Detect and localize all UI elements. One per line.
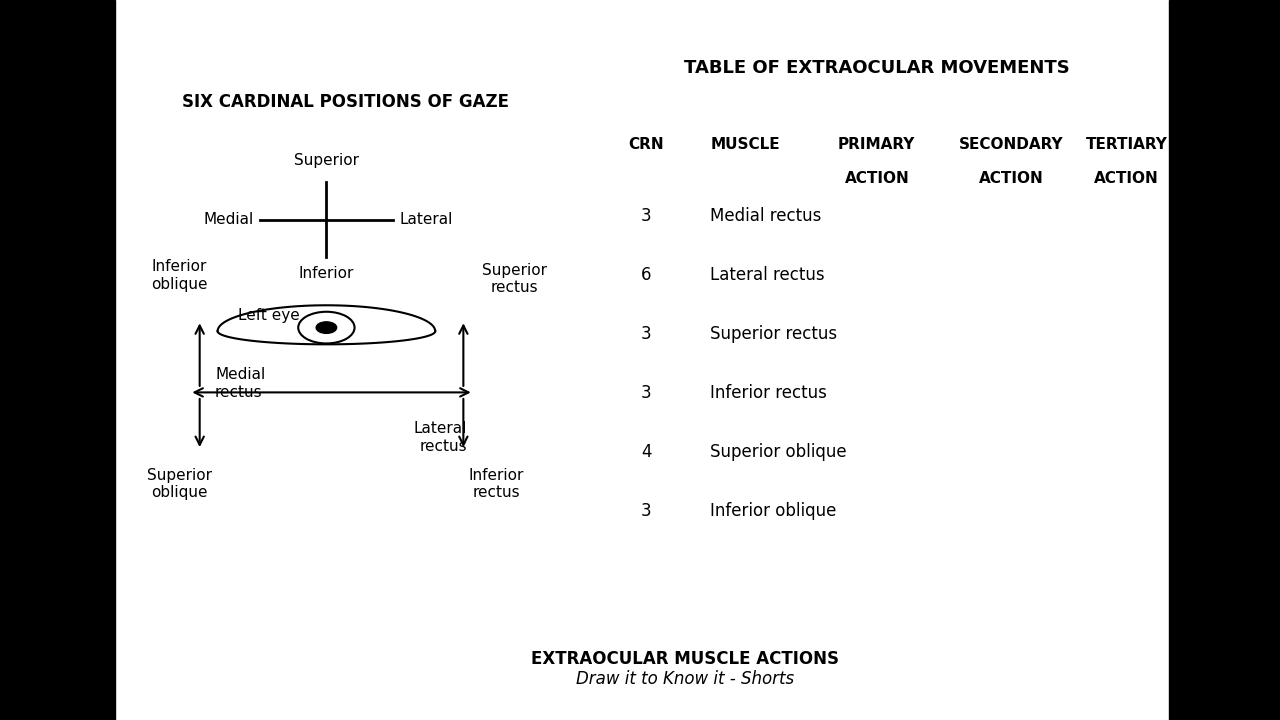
Text: ACTION: ACTION: [979, 171, 1043, 186]
Bar: [0, 0, 115, 720]
Text: 3: 3: [641, 207, 652, 225]
Text: ACTION: ACTION: [1094, 171, 1158, 186]
Text: SIX CARDINAL POSITIONS OF GAZE: SIX CARDINAL POSITIONS OF GAZE: [182, 94, 509, 112]
Text: Superior
oblique: Superior oblique: [147, 468, 211, 500]
Text: Lateral rectus: Lateral rectus: [710, 266, 826, 284]
Text: Superior
rectus: Superior rectus: [483, 263, 547, 295]
Text: ACTION: ACTION: [845, 171, 909, 186]
Text: Medial
rectus: Medial rectus: [215, 367, 265, 400]
Text: 3: 3: [641, 503, 652, 521]
Text: Left eye: Left eye: [238, 308, 300, 323]
Text: Superior oblique: Superior oblique: [710, 444, 847, 462]
Text: Inferior
oblique: Inferior oblique: [151, 259, 207, 292]
Text: 3: 3: [641, 384, 652, 402]
Text: 6: 6: [641, 266, 652, 284]
Text: Lateral
rectus: Lateral rectus: [413, 421, 467, 454]
Text: Medial rectus: Medial rectus: [710, 207, 822, 225]
Text: Inferior rectus: Inferior rectus: [710, 384, 827, 402]
Bar: [1169, 0, 1280, 720]
Text: SECONDARY: SECONDARY: [959, 137, 1064, 152]
Circle shape: [316, 322, 337, 333]
Text: EXTRAOCULAR MUSCLE ACTIONS: EXTRAOCULAR MUSCLE ACTIONS: [531, 649, 838, 668]
Text: Inferior: Inferior: [298, 266, 355, 281]
Text: Superior rectus: Superior rectus: [710, 325, 837, 343]
Text: Inferior
rectus: Inferior rectus: [468, 468, 525, 500]
Text: 3: 3: [641, 325, 652, 343]
Text: 4: 4: [641, 444, 652, 462]
Text: Lateral: Lateral: [399, 212, 453, 227]
Text: TABLE OF EXTRAOCULAR MOVEMENTS: TABLE OF EXTRAOCULAR MOVEMENTS: [684, 60, 1070, 78]
Text: MUSCLE: MUSCLE: [710, 137, 780, 152]
Text: Draw it to Know it - Shorts: Draw it to Know it - Shorts: [576, 670, 794, 688]
Text: Inferior oblique: Inferior oblique: [710, 503, 837, 521]
Text: CRN: CRN: [628, 137, 664, 152]
Text: TERTIARY: TERTIARY: [1085, 137, 1167, 152]
Text: Medial: Medial: [204, 212, 253, 227]
Text: PRIMARY: PRIMARY: [838, 137, 915, 152]
Text: Superior: Superior: [294, 153, 358, 168]
